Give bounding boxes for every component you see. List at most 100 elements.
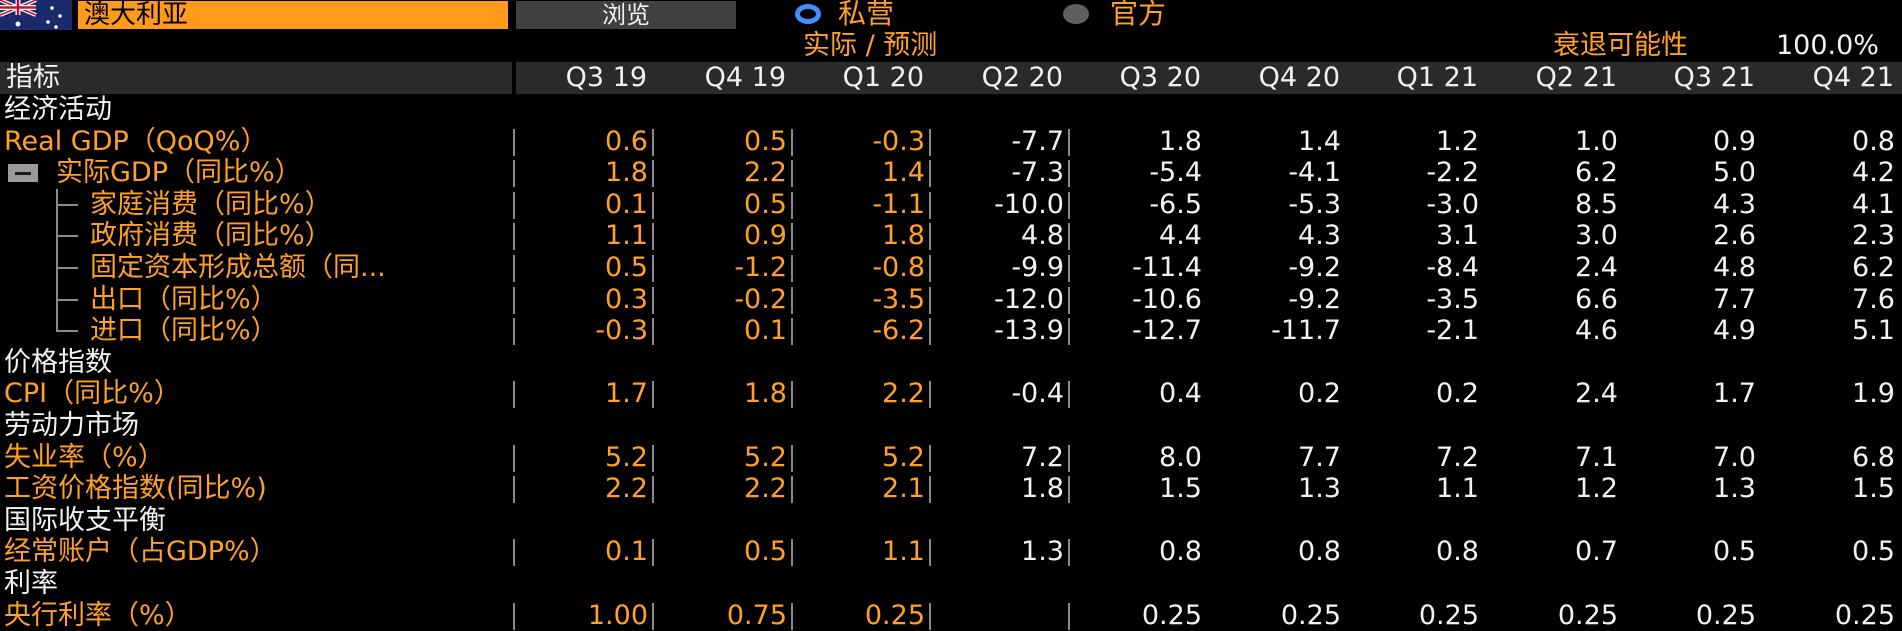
table-cell[interactable]: 0.5 [744, 125, 787, 157]
table-cell[interactable]: 1.0 [1575, 125, 1618, 157]
radio-private-label[interactable]: 私营 [838, 0, 895, 30]
table-cell[interactable]: -13.9 [994, 315, 1064, 347]
country-input[interactable]: 澳大利亚 [78, 1, 508, 29]
table-cell[interactable]: 1.2 [1436, 125, 1479, 157]
row-label[interactable]: 失业率（%） [4, 441, 165, 473]
table-cell[interactable]: 1.8 [744, 378, 787, 410]
table-cell[interactable]: 0.5 [744, 536, 787, 568]
row-label[interactable]: 进口（同比%） [90, 315, 278, 347]
row-label[interactable]: CPI（同比%） [4, 378, 181, 410]
row-label[interactable]: 经常账户（占GDP%） [4, 536, 277, 568]
table-cell[interactable]: 0.1 [605, 536, 648, 568]
table-cell[interactable]: 2.2 [605, 473, 648, 505]
table-cell[interactable]: 1.9 [1852, 378, 1895, 410]
table-cell[interactable]: 0.8 [1852, 125, 1895, 157]
table-row[interactable]: 出口（同比%） 0.3 -0.2 -3.5 -12.0 -10.6 -9.2 -3.5 6.6 7… [0, 283, 1902, 316]
table-cell[interactable]: 0.25 [1418, 599, 1479, 631]
table-cell[interactable] [931, 600, 1067, 631]
table-cell[interactable]: 0.5 [605, 252, 648, 283]
table-cell[interactable]: -10.0 [994, 188, 1064, 220]
row-label[interactable]: 出口（同比%） [90, 283, 278, 315]
radio-private[interactable] [795, 4, 821, 24]
table-row[interactable]: 失业率（%） 5.2 5.2 5.2 7.2 8.0 7.7 7.2 7.1 7.0 6.8 [0, 442, 1902, 474]
table-cell[interactable]: 2.2 [744, 473, 787, 505]
table-cell[interactable]: -5.4 [1149, 157, 1202, 189]
table-cell[interactable]: -6.5 [1149, 188, 1202, 220]
table-cell[interactable]: -9.9 [1011, 252, 1064, 283]
radio-official[interactable] [1063, 4, 1089, 24]
table-cell[interactable]: -3.5 [872, 283, 925, 315]
table-row[interactable]: 实际GDP（同比%） 1.8 2.2 1.4 -7.3 -5.4 -4.1 -2.2 6.2 5.… [0, 157, 1902, 189]
table-cell[interactable]: 4.6 [1575, 315, 1618, 347]
table-row[interactable]: Real GDP（QoQ%） 0.6 0.5 -0.3 -7.7 1.8 1.4 1.2 1.0… [0, 126, 1902, 158]
table-cell[interactable]: 4.2 [1852, 157, 1895, 189]
table-cell[interactable]: 1.8 [882, 220, 925, 252]
row-label[interactable]: 政府消费（同比%） [90, 220, 332, 252]
table-cell[interactable]: 0.2 [1436, 378, 1479, 410]
table-cell[interactable]: 8.5 [1575, 188, 1618, 220]
table-cell[interactable]: 8.0 [1159, 441, 1202, 473]
table-cell[interactable]: 2.6 [1713, 220, 1756, 252]
table-cell[interactable]: -4.1 [1288, 157, 1341, 189]
table-cell[interactable]: 1.8 [605, 157, 648, 189]
table-cell[interactable]: 0.4 [1159, 378, 1202, 410]
table-cell[interactable]: 7.7 [1713, 283, 1756, 315]
table-cell[interactable]: -0.2 [734, 283, 787, 315]
table-cell[interactable]: 4.9 [1713, 315, 1756, 347]
table-cell[interactable]: 7.2 [1021, 441, 1064, 473]
row-label[interactable]: 实际GDP（同比%） [56, 157, 302, 189]
table-row[interactable]: 进口（同比%） -0.3 0.1 -6.2 -13.9 -12.7 -11.7 -2.1 4.6… [0, 315, 1902, 347]
table-cell[interactable]: 0.25 [1280, 599, 1341, 631]
table-row[interactable]: CPI（同比%） 1.7 1.8 2.2 -0.4 0.4 0.2 0.2 2.4 1.7 1.9 [0, 378, 1902, 410]
table-cell[interactable]: 1.4 [882, 157, 925, 189]
table-cell[interactable]: -10.6 [1132, 283, 1202, 315]
table-cell[interactable]: 0.25 [1834, 599, 1895, 631]
table-cell[interactable]: 0.5 [1713, 536, 1756, 568]
table-cell[interactable]: -1.1 [872, 188, 925, 220]
table-cell[interactable]: 2.3 [1852, 220, 1895, 252]
table-cell[interactable]: -7.3 [1011, 157, 1064, 189]
table-cell[interactable]: 4.3 [1298, 220, 1341, 252]
table-cell[interactable]: 1.8 [1159, 125, 1202, 157]
column-header[interactable]: Q3 20 [1070, 62, 1209, 94]
table-cell[interactable]: 1.7 [1713, 378, 1756, 410]
table-cell[interactable]: 0.1 [605, 188, 648, 220]
table-cell[interactable]: -2.2 [1426, 157, 1479, 189]
table-row[interactable]: 固定资本形成总额（同... 0.5 -1.2 -0.8 -9.9 -11.4 -9.2 -8.… [0, 252, 1902, 284]
table-cell[interactable]: 2.2 [744, 157, 787, 189]
table-cell[interactable]: 0.25 [1141, 599, 1202, 631]
table-cell[interactable]: 1.1 [882, 536, 925, 568]
column-header[interactable]: Q2 21 [1485, 62, 1625, 94]
table-cell[interactable]: 7.0 [1713, 441, 1756, 473]
table-cell[interactable]: 1.7 [605, 378, 648, 410]
table-cell[interactable]: -5.3 [1288, 188, 1341, 220]
table-cell[interactable]: 2.2 [882, 378, 925, 410]
table-row[interactable]: 工资价格指数(同比%) 2.2 2.2 2.1 1.8 1.5 1.3 1.1 1.2 1.3 1.… [0, 473, 1902, 505]
column-header[interactable]: Q3 19 [516, 62, 655, 94]
table-cell[interactable]: 5.2 [605, 441, 648, 473]
table-cell[interactable]: 5.1 [1852, 315, 1895, 347]
table-cell[interactable]: -3.5 [1426, 283, 1479, 315]
table-cell[interactable]: 1.5 [1159, 473, 1202, 505]
table-cell[interactable]: 0.25 [1695, 599, 1756, 631]
table-cell[interactable]: 0.75 [726, 599, 787, 631]
table-cell[interactable]: -9.2 [1288, 283, 1341, 315]
table-cell[interactable]: 0.25 [864, 599, 925, 631]
table-cell[interactable]: 1.2 [1575, 473, 1618, 505]
table-cell[interactable]: 5.2 [744, 441, 787, 473]
table-cell[interactable]: 0.2 [1298, 378, 1341, 410]
table-cell[interactable]: 7.2 [1436, 441, 1479, 473]
table-cell[interactable]: 0.3 [605, 283, 648, 315]
table-cell[interactable]: 1.8 [1021, 473, 1064, 505]
table-cell[interactable]: 0.5 [1852, 536, 1895, 568]
table-cell[interactable]: 6.8 [1852, 441, 1895, 473]
column-header[interactable]: Q2 20 [931, 62, 1071, 94]
radio-official-label[interactable]: 官方 [1110, 0, 1167, 30]
table-cell[interactable]: -2.1 [1426, 315, 1479, 347]
table-cell[interactable]: -8.4 [1426, 252, 1479, 283]
browse-button[interactable]: 浏览 [516, 1, 736, 29]
table-cell[interactable]: 2.4 [1575, 252, 1618, 283]
table-cell[interactable]: 6.2 [1852, 252, 1895, 283]
table-cell[interactable]: -1.2 [734, 252, 787, 283]
table-cell[interactable]: 1.1 [1436, 473, 1479, 505]
